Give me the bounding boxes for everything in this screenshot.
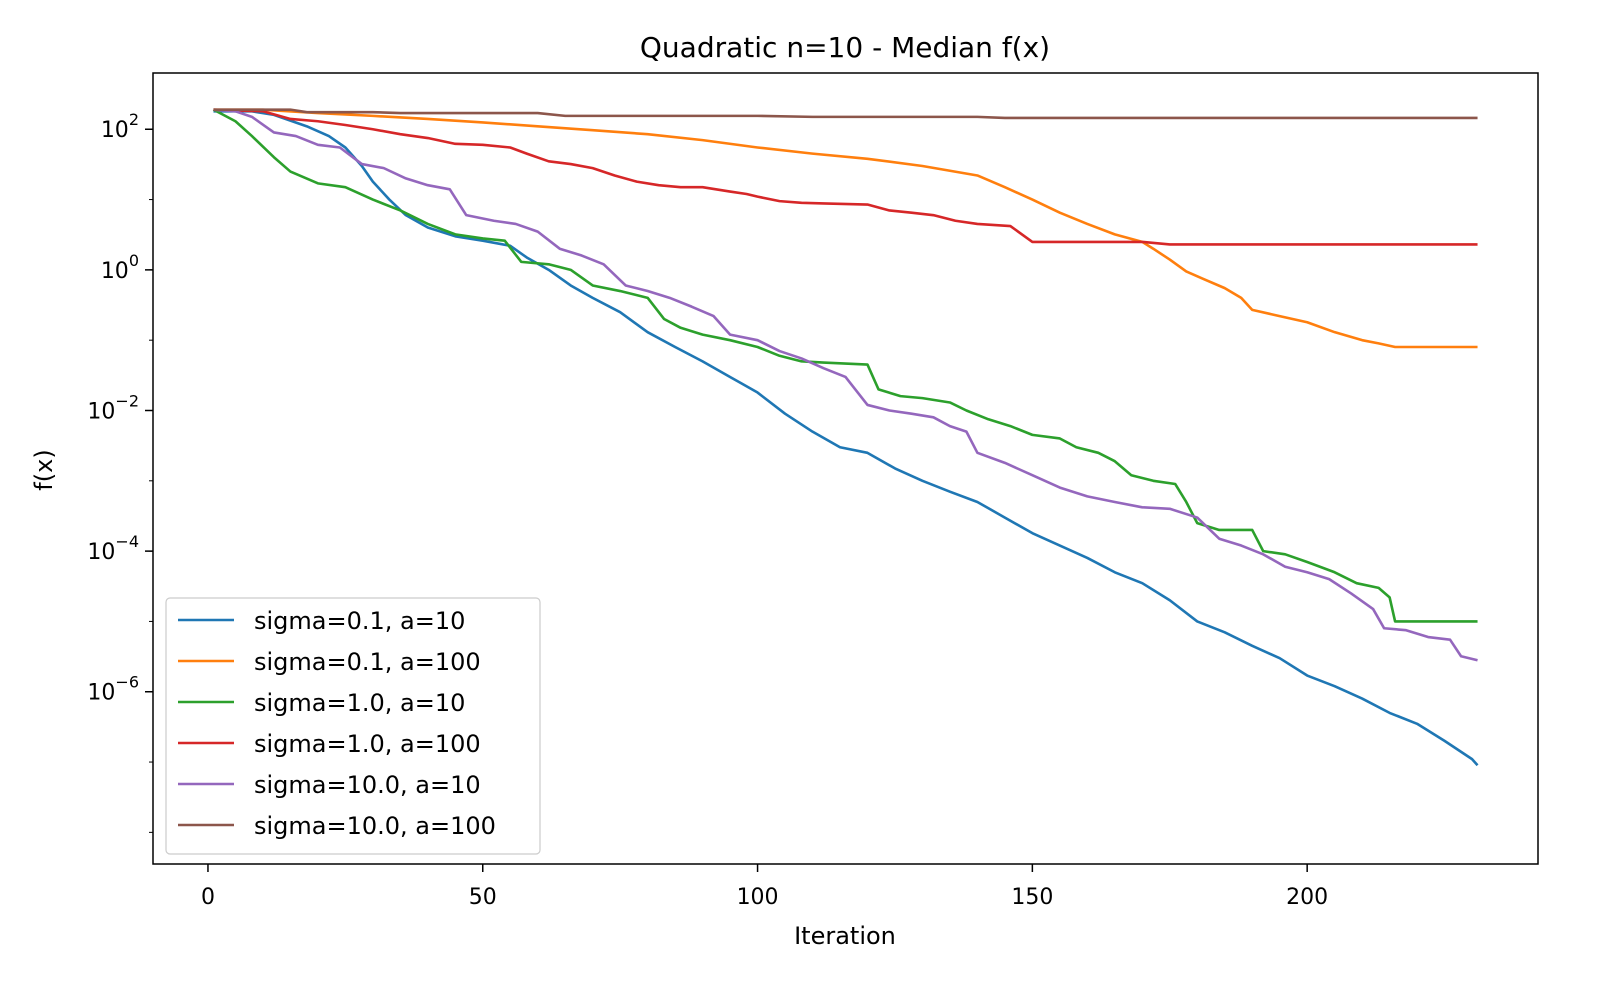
series-line-4 (213, 108, 1478, 246)
legend: sigma=0.1, a=10 sigma=0.1, a=100 sigma=1.0… (165, 597, 541, 855)
x-axis-label: Iteration (794, 922, 896, 950)
y-tick-label: 100 (101, 251, 139, 284)
x-tick-label: 50 (469, 885, 497, 910)
legend-label: sigma=0.1, a=10 (254, 607, 465, 635)
legend-label: sigma=1.0, a=100 (254, 730, 481, 758)
legend-box (165, 597, 541, 855)
y-tick-label: 10−2 (87, 391, 139, 424)
legend-label: sigma=10.0, a=100 (254, 812, 496, 840)
chart-title: Quadratic n=10 - Median f(x) (640, 31, 1050, 64)
y-axis: 102 100 10−2 10−4 10−6 (87, 110, 153, 833)
plot-area (152, 72, 1539, 865)
series-line-6 (213, 108, 1478, 120)
series-layer (212, 108, 1479, 767)
series-line-5 (213, 108, 1478, 662)
legend-label: sigma=10.0, a=10 (254, 771, 481, 799)
x-tick-label: 200 (1286, 885, 1328, 910)
y-tick-label: 10−4 (87, 532, 139, 565)
x-tick-label: 150 (1011, 885, 1053, 910)
y-axis-label: f(x) (30, 449, 58, 490)
series-line-1 (213, 110, 1479, 767)
y-tick-label: 10−6 (87, 673, 139, 706)
x-tick-label: 0 (201, 885, 215, 910)
x-axis: 0 50 100 150 200 (201, 864, 1328, 910)
legend-label: sigma=1.0, a=10 (254, 689, 465, 717)
y-tick-label: 102 (101, 110, 139, 143)
legend-label: sigma=0.1, a=100 (254, 648, 481, 676)
series-line-3 (212, 108, 1478, 623)
plot-frame (152, 72, 1539, 865)
series-line-2 (213, 108, 1478, 349)
x-tick-label: 100 (737, 885, 779, 910)
